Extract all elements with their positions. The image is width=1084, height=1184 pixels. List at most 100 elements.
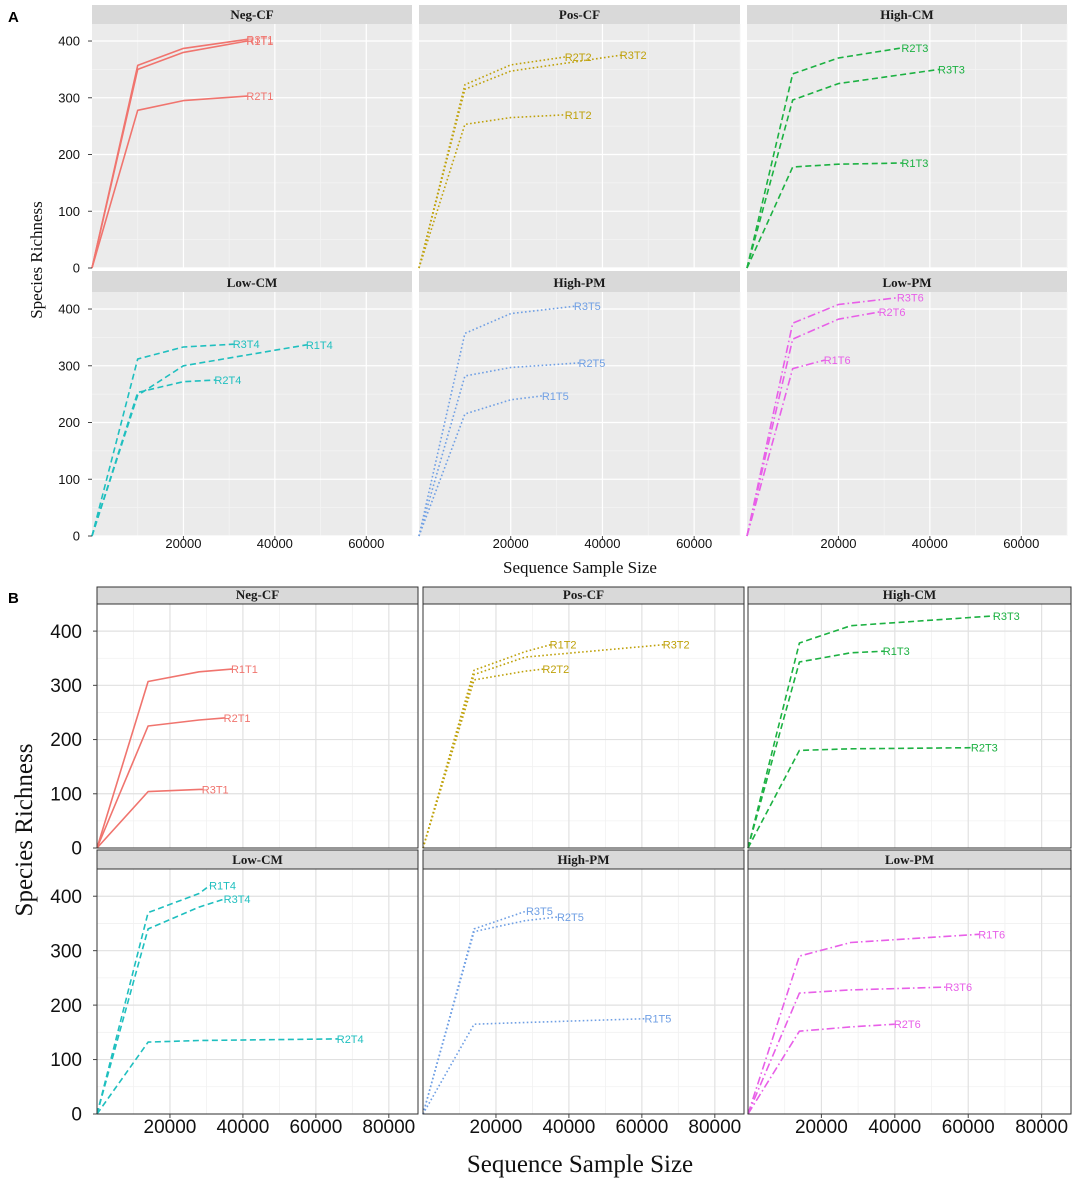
facet-low-pm: Low-PM R1T6 R2T6 R3T6 20000 40000 60000 [746,271,1068,551]
x-tick-label: 80000 [688,1117,741,1138]
facet-strip [747,271,1067,292]
y-tick-label: 100 [58,472,80,487]
series-label-r3t1: R3T1 [202,784,229,796]
y-tick-label: 0 [71,839,82,860]
facet-low-cm: Low-CM R1T4 R2T4 R3T4 0 100 200 300 400 20000 4000… [50,849,419,1138]
x-tick-label: 40000 [257,536,293,551]
series-line-r2t6 [747,1023,895,1115]
series-line-r3t5 [422,910,528,1115]
series-line-r3t6 [747,986,947,1115]
x-tick-label: 40000 [216,1117,269,1138]
series-label-r3t4: R3T4 [233,339,260,351]
x-tick-label: 40000 [912,536,948,551]
x-tick-label: 60000 [289,1117,342,1138]
series-label-r3t1: R3T1 [246,34,273,46]
y-tick-label: 300 [50,676,82,697]
series-line-r2t2 [422,668,544,849]
x-tick-label: 80000 [362,1117,415,1138]
series-line-r2t4 [91,379,216,537]
series-label-r3t4: R3T4 [224,894,251,906]
plot-area [748,869,1071,1114]
series-line-r3t4 [96,898,225,1115]
series-line-r1t5 [418,395,543,537]
facet-neg-cf: Neg-CF R1T1 R2T1 R3T1 0 100 200 300 400 [50,586,419,860]
plot-area [423,604,744,848]
series-label-r2t6: R2T6 [894,1019,921,1031]
x-tick-label: 60000 [615,1117,668,1138]
facet-title: Low-PM [882,275,931,290]
x-tick-label: 20000 [144,1117,197,1138]
series-line-r1t6 [747,933,980,1115]
panel-letter: B [8,590,19,607]
x-tick-label: 20000 [165,536,201,551]
series-label-r1t6: R1T6 [978,929,1005,941]
series-line-r1t4 [96,884,211,1115]
facet-high-pm: High-PM R1T5 R2T5 R3T5 20000 40000 60000 [418,271,741,551]
series-line-r1t2 [418,114,566,269]
facet-title: Neg-CF [230,7,273,22]
series-label-r2t5: R2T5 [579,358,606,370]
x-tick-label: 20000 [795,1117,848,1138]
facet-low-pm: Low-PM R1T6 R2T6 R3T6 20000 40000 60000 80000 [747,849,1072,1138]
y-tick-label: 0 [73,261,80,276]
series-line-r2t3 [747,746,972,849]
x-tick-label: 20000 [493,536,529,551]
series-label-r1t2: R1T2 [565,110,592,122]
y-tick-label: 400 [58,34,80,49]
plot-area [423,869,744,1114]
series-label-r2t2: R2T2 [542,664,569,676]
series-line-r3t6 [746,296,898,537]
x-tick-label: 60000 [676,536,712,551]
y-tick-label: 400 [58,302,80,317]
x-tick-label: 80000 [1015,1117,1068,1138]
facet-title: High-CM [883,587,936,602]
facet-title: Low-PM [885,852,934,867]
y-tick-label: 400 [50,622,82,643]
y-tick-label: 200 [58,415,80,430]
facet-strip [419,5,740,24]
series-label-r2t6: R2T6 [879,307,906,319]
series-label-r2t5: R2T5 [557,912,584,924]
y-axis-title: Species Richness [11,744,38,917]
plot-border [96,868,419,1115]
y-tick-label: 300 [58,90,80,105]
y-tick-label: 0 [71,1105,82,1126]
plot-border [747,868,1072,1115]
plot-area [92,292,412,536]
series-label-r3t3: R3T3 [938,64,965,76]
series-label-r3t6: R3T6 [897,293,924,305]
plot-area [92,24,412,268]
y-tick-label: 300 [58,358,80,373]
y-tick-label: 100 [50,784,82,805]
series-line-r3t2 [422,643,664,849]
plot-border [747,603,1072,849]
series-line-r1t4 [91,344,308,537]
series-line-r3t1 [91,38,248,269]
plot-area [747,292,1067,536]
x-tick-label: 40000 [584,536,620,551]
series-line-r2t3 [746,47,903,269]
facet-high-cm: High-CM R1T3 R2T3 R3T3 [746,5,1068,269]
series-line-r3t2 [418,54,621,269]
facet-title: High-PM [558,852,610,867]
facet-low-cm: Low-CM R1T4 R2T4 R3T4 0 100 200 300 400 20000 4000… [58,271,413,551]
series-label-r1t3: R1T3 [883,646,910,658]
series-line-r1t3 [746,162,903,269]
facet-title: Low-CM [227,275,278,290]
series-label-r1t1: R1T1 [246,36,273,48]
series-line-r1t3 [747,650,884,849]
y-tick-label: 100 [58,204,80,219]
facet-strip [92,271,412,292]
facet-title: Pos-CF [563,587,604,602]
y-tick-label: 200 [50,730,82,751]
series-label-r1t1: R1T1 [231,664,258,676]
facet-high-pm: High-PM R1T5 R2T5 R3T5 20000 40000 60000 80000 [422,849,745,1138]
y-axis-title: Species Richness [27,201,46,319]
series-line-r3t5 [418,305,575,537]
facet-title: Pos-CF [559,7,600,22]
plot-area [97,869,418,1114]
series-line-r2t6 [746,311,880,537]
